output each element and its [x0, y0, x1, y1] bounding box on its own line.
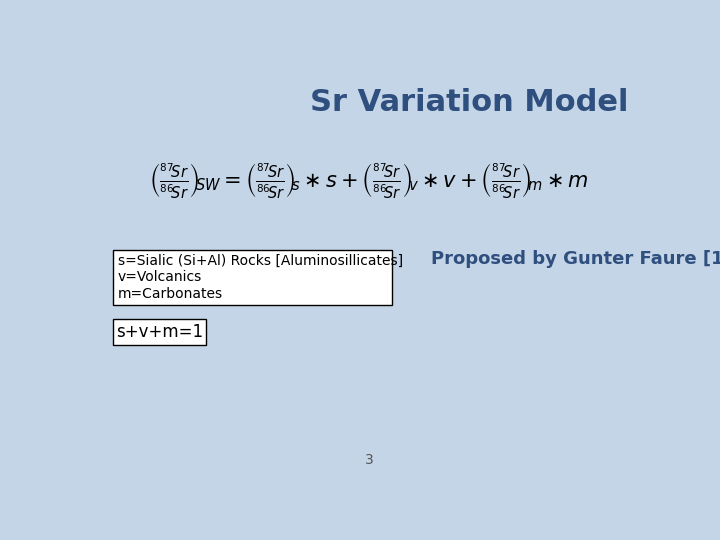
Text: 3: 3 — [364, 453, 374, 467]
Text: s=Sialic (Si+Al) Rocks [Aluminosillicates]
v=Volcanics
m=Carbonates: s=Sialic (Si+Al) Rocks [Aluminosillicate… — [118, 254, 403, 301]
Text: $\left(\frac{^{87}\!Sr}{^{86}\!Sr}\right)_{\!\!SW} = \left(\frac{^{87}\!Sr}{^{86: $\left(\frac{^{87}\!Sr}{^{86}\!Sr}\right… — [149, 161, 589, 200]
Text: Proposed by Gunter Faure [1965]: Proposed by Gunter Faure [1965] — [431, 249, 720, 268]
Text: s+v+m=1: s+v+m=1 — [116, 323, 203, 341]
Text: Sr Variation Model: Sr Variation Model — [310, 88, 629, 117]
FancyBboxPatch shape — [113, 249, 392, 305]
FancyBboxPatch shape — [113, 319, 206, 345]
